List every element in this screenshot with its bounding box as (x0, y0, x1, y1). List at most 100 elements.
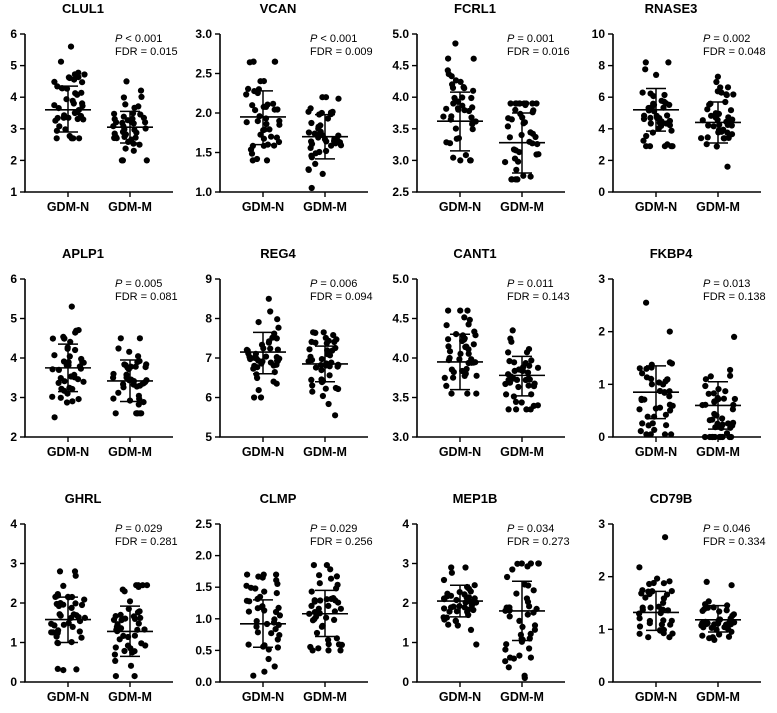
data-point (308, 154, 315, 161)
data-point (245, 608, 252, 615)
data-point (661, 431, 669, 438)
data-point (308, 338, 315, 345)
fdr-label: FDR = 0.094 (310, 291, 373, 303)
data-point (317, 597, 324, 604)
data-point (470, 87, 477, 94)
data-point (651, 426, 658, 433)
data-point (273, 571, 280, 578)
data-point (505, 115, 512, 122)
data-point (717, 84, 724, 91)
data-point (650, 93, 657, 100)
data-point (330, 595, 337, 602)
data-points (440, 40, 479, 164)
data-point (142, 364, 149, 371)
data-point (246, 353, 253, 360)
data-point (273, 577, 280, 584)
data-point (723, 607, 730, 614)
y-tick-label: 3 (10, 557, 17, 571)
data-point (516, 100, 523, 107)
data-point (643, 143, 650, 150)
data-point (68, 604, 75, 612)
data-point (510, 359, 518, 366)
data-point (68, 303, 75, 310)
data-point (254, 605, 261, 612)
data-point (639, 370, 646, 377)
data-point (522, 376, 529, 384)
y-tick-label: 3.0 (392, 153, 409, 167)
data-point (117, 335, 124, 342)
y-tick-label: 1.5 (195, 580, 212, 594)
data-point (440, 614, 447, 621)
data-point (650, 579, 657, 587)
data-point (60, 358, 68, 365)
data-point (445, 621, 452, 628)
x-tick-label: GDM-N (635, 690, 677, 704)
data-point (135, 583, 142, 591)
data-point (467, 157, 474, 164)
data-point (112, 673, 119, 680)
panel-title: VCAN (260, 1, 297, 16)
data-point (66, 384, 73, 391)
y-tick-label: 3 (10, 122, 17, 136)
data-point (705, 390, 712, 397)
data-point (110, 123, 117, 130)
y-tick-label: 2 (598, 570, 605, 584)
x-tick-label: GDM-M (108, 445, 152, 459)
data-point (648, 381, 656, 388)
data-point (75, 396, 82, 403)
data-point (713, 78, 720, 86)
data-point (454, 622, 461, 629)
data-point (727, 372, 734, 379)
y-tick-label: 6 (205, 391, 212, 405)
data-point (335, 132, 342, 139)
data-point (122, 101, 129, 108)
data-point (333, 635, 340, 642)
data-point (71, 76, 78, 83)
x-tick-label: GDM-M (108, 200, 152, 214)
data-point (730, 91, 737, 98)
data-point (654, 575, 661, 582)
data-point (650, 100, 657, 107)
y-tick-label: 6 (10, 27, 17, 41)
data-point (67, 43, 75, 50)
p-value-label: P < 0.001 (115, 33, 162, 45)
data-point (54, 665, 61, 673)
y-tick-label: 0 (10, 675, 17, 689)
data-point (465, 350, 472, 357)
p-value-label: P = 0.046 (703, 523, 750, 535)
data-point (521, 672, 528, 679)
data-point (121, 361, 128, 368)
data-point (502, 159, 509, 166)
data-point (61, 335, 68, 342)
data-point (311, 597, 318, 604)
data-point (727, 366, 734, 374)
data-point (323, 147, 330, 155)
y-tick-label: 4.0 (392, 351, 409, 365)
data-point (110, 395, 117, 402)
data-point (72, 346, 79, 354)
data-point (445, 55, 452, 62)
data-point (276, 632, 283, 639)
panel-fcrl1: FCRL1 2.5 3.0 3.5 4.0 4.5 5.0 GDM-N GDM-M P = 0.0… (392, 1, 569, 214)
data-point (523, 595, 531, 602)
data-point (706, 635, 713, 642)
data-point (316, 148, 323, 156)
data-point (309, 388, 316, 395)
data-point (72, 329, 79, 336)
data-point (60, 114, 67, 121)
data-point (534, 402, 542, 409)
data-point (261, 588, 268, 595)
data-point (664, 376, 671, 383)
data-point (462, 152, 469, 159)
data-point (504, 123, 511, 130)
y-tick-label: 2 (402, 596, 409, 610)
data-point (335, 641, 343, 648)
data-point (664, 112, 671, 119)
data-point (462, 564, 469, 571)
data-point (703, 141, 710, 148)
data-point (115, 345, 122, 352)
data-point (118, 617, 125, 624)
